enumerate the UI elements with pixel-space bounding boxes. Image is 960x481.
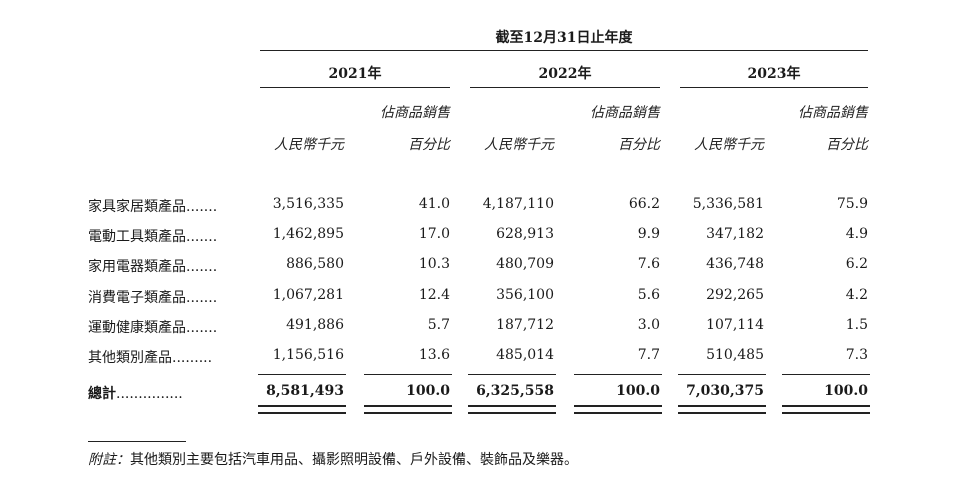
total-double-rule-2023-amount	[678, 405, 766, 414]
cell-2023-amount: 436,748	[706, 256, 764, 272]
year-header-2023: 2023年	[747, 66, 801, 82]
total-2021-amount: 8,581,493	[266, 383, 344, 399]
cell-2022-amount: 628,913	[496, 226, 554, 242]
subtotal-rule-2021-pct	[364, 374, 452, 375]
cell-2023-pct: 7.3	[845, 347, 868, 363]
amount-header-2022: 人民幣千元	[484, 137, 554, 153]
cell-2022-amount: 485,014	[496, 347, 554, 363]
cell-2021-amount: 886,580	[286, 256, 344, 272]
row-label: 消費電子類產品	[88, 290, 186, 306]
year-header-2021: 2021年	[328, 66, 382, 82]
cell-2021-pct: 10.3	[418, 256, 450, 272]
total-double-rule-2021-amount	[258, 405, 346, 414]
cell-2022-amount: 356,100	[496, 287, 554, 303]
leader-dots: .......	[186, 320, 218, 336]
footnote-rule	[88, 441, 186, 442]
cell-2023-pct: 4.9	[845, 226, 868, 242]
total-2022-pct: 100.0	[616, 383, 660, 399]
cell-2022-pct: 66.2	[628, 196, 660, 212]
subtotal-rule-2022-pct	[574, 374, 662, 375]
leader-dots: ...............	[116, 386, 183, 402]
cell-2023-pct: 4.2	[845, 287, 868, 303]
subtotal-rule-2021-amount	[258, 374, 346, 375]
cell-2022-pct: 3.0	[637, 317, 660, 333]
footnote-text: 其他類別主要包括汽車用品、攝影照明設備、戶外設備、裝飾品及樂器。	[130, 452, 578, 468]
cell-2023-pct: 1.5	[845, 317, 868, 333]
year-rule-2022	[470, 87, 660, 88]
cell-2022-pct: 5.6	[637, 287, 660, 303]
amount-header-2021: 人民幣千元	[274, 137, 344, 153]
pct-header-line2-2023: 百分比	[826, 137, 868, 153]
total-2023-amount: 7,030,375	[686, 383, 764, 399]
total-double-rule-2022-amount	[468, 405, 556, 414]
total-2021-pct: 100.0	[406, 383, 450, 399]
cell-2021-pct: 13.6	[418, 347, 450, 363]
cell-2021-pct: 41.0	[418, 196, 450, 212]
cell-2021-pct: 5.7	[427, 317, 450, 333]
cell-2022-amount: 187,712	[496, 317, 554, 333]
total-2022-amount: 6,325,558	[476, 383, 554, 399]
cell-2022-pct: 7.6	[637, 256, 660, 272]
cell-2021-pct: 12.4	[418, 287, 450, 303]
total-double-rule-2022-pct	[574, 405, 662, 414]
row-label: 電動工具類產品	[88, 229, 186, 245]
year-rule-2023	[680, 87, 868, 88]
row-label: 家用電器類產品	[88, 259, 186, 275]
pct-header-line2-2022: 百分比	[618, 137, 660, 153]
period-header-rule	[260, 50, 868, 51]
cell-2023-pct: 6.2	[845, 256, 868, 272]
total-label: 總計	[88, 386, 116, 402]
cell-2022-pct: 7.7	[637, 347, 660, 363]
row-label: 運動健康類產品	[88, 320, 186, 336]
row-label: 家具家居類產品	[88, 199, 186, 215]
cell-2023-amount: 510,485	[706, 347, 764, 363]
leader-dots: .........	[172, 350, 213, 366]
cell-2023-amount: 292,265	[706, 287, 764, 303]
cell-2023-amount: 5,336,581	[692, 196, 764, 212]
subtotal-rule-2023-pct	[782, 374, 870, 375]
footnote-label: 附註：	[88, 452, 130, 468]
total-double-rule-2021-pct	[364, 405, 452, 414]
cell-2021-amount: 491,886	[286, 317, 344, 333]
subtotal-rule-2023-amount	[678, 374, 766, 375]
leader-dots: .......	[186, 259, 218, 275]
pct-header-line1-2022: 佔商品銷售	[590, 105, 660, 121]
pct-header-line2-2021: 百分比	[408, 137, 450, 153]
cell-2022-amount: 4,187,110	[482, 196, 554, 212]
amount-header-2023: 人民幣千元	[694, 137, 764, 153]
total-2023-pct: 100.0	[824, 383, 868, 399]
cell-2023-amount: 107,114	[706, 317, 764, 333]
year-header-2022: 2022年	[538, 66, 592, 82]
cell-2022-pct: 9.9	[637, 226, 660, 242]
cell-2021-amount: 1,462,895	[272, 226, 344, 242]
cell-2021-amount: 3,516,335	[272, 196, 344, 212]
total-double-rule-2023-pct	[782, 405, 870, 414]
cell-2023-amount: 347,182	[706, 226, 764, 242]
leader-dots: .......	[186, 290, 218, 306]
period-header: 截至12月31日止年度	[495, 30, 633, 46]
leader-dots: .......	[186, 199, 218, 215]
cell-2023-pct: 75.9	[836, 196, 868, 212]
pct-header-line1-2021: 佔商品銷售	[380, 105, 450, 121]
pct-header-line1-2023: 佔商品銷售	[798, 105, 868, 121]
subtotal-rule-2022-amount	[468, 374, 556, 375]
footnote: 附註：其他類別主要包括汽車用品、攝影照明設備、戶外設備、裝飾品及樂器。	[88, 449, 578, 469]
cell-2021-pct: 17.0	[418, 226, 450, 242]
cell-2022-amount: 480,709	[496, 256, 554, 272]
row-label: 其他類別產品	[88, 350, 172, 366]
leader-dots: .......	[186, 229, 218, 245]
cell-2021-amount: 1,156,516	[272, 347, 344, 363]
year-rule-2021	[260, 87, 450, 88]
cell-2021-amount: 1,067,281	[272, 287, 344, 303]
